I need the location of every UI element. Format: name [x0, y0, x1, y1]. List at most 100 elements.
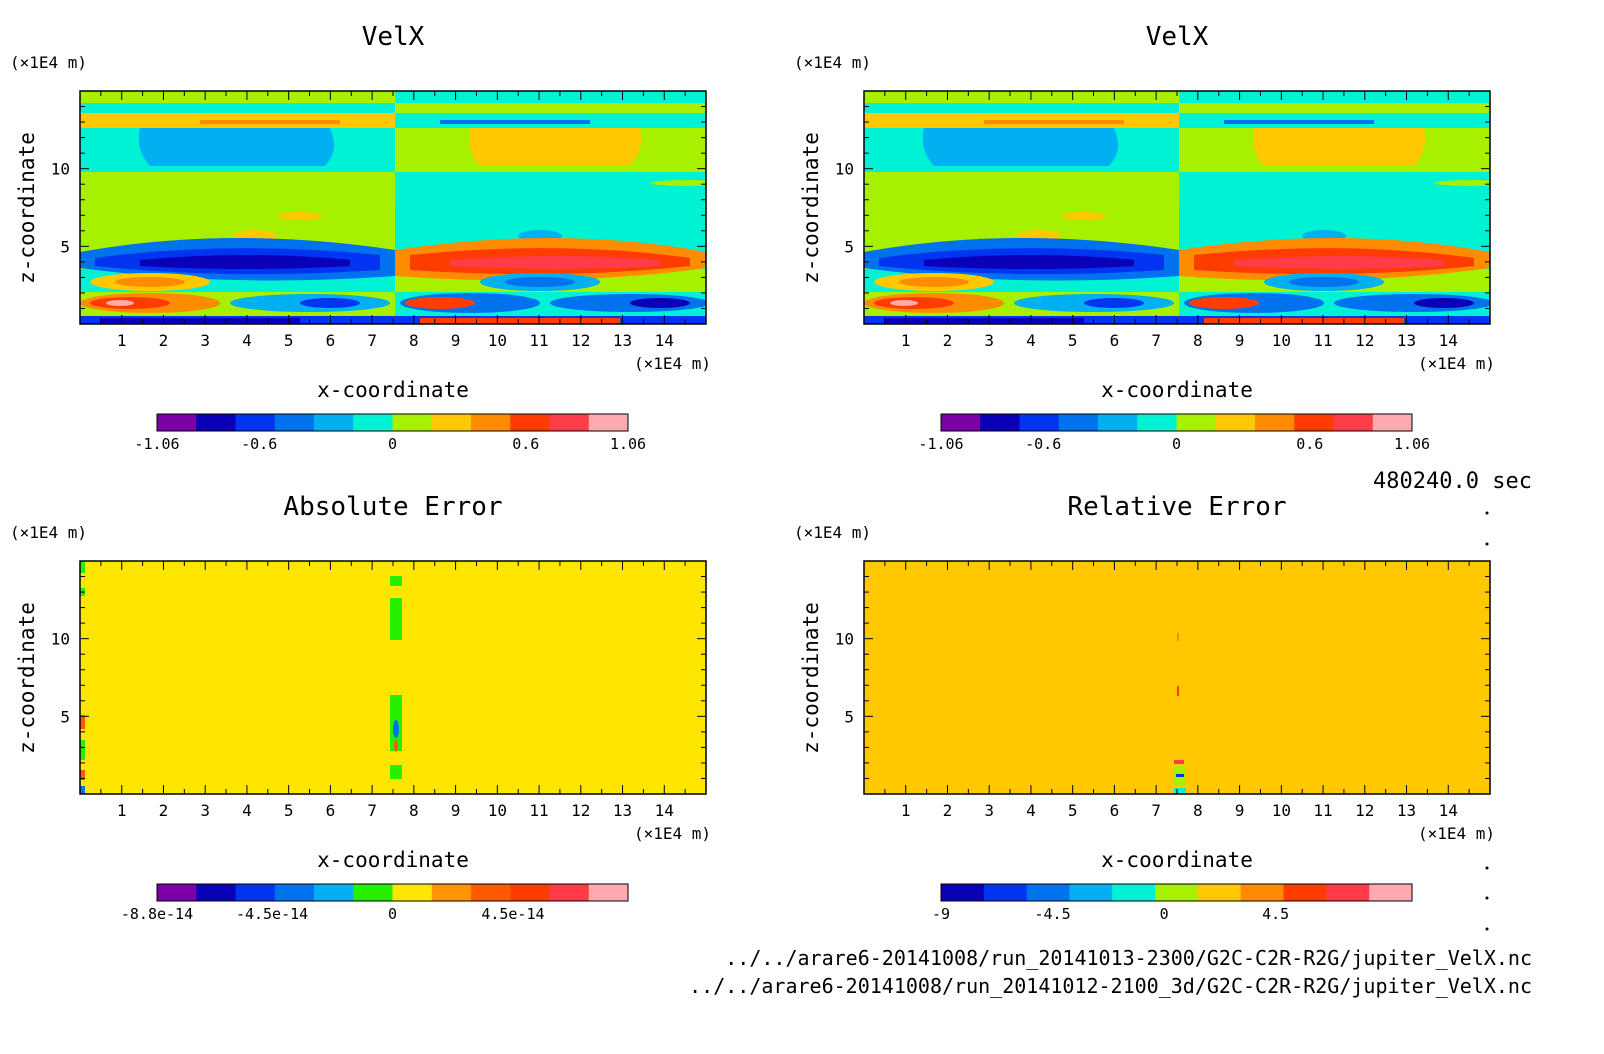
colorbar-tick-label: 4.5 — [1262, 905, 1289, 923]
x-tick-label: 7 — [1151, 331, 1161, 350]
y-tick-label: 5 — [844, 707, 854, 726]
y-tick-label: 10 — [51, 630, 70, 649]
colorbar-frame — [940, 413, 1413, 432]
x-tick-label: 11 — [529, 331, 548, 350]
x-tick-label: 5 — [284, 801, 294, 820]
colorbar-tick-label: -1.06 — [134, 435, 179, 453]
colorbar-tick-label: 4.5e-14 — [481, 905, 544, 923]
colorbar-tick-label: 1.06 — [1394, 435, 1430, 453]
colorbar: -9 -4.5 0 4.5 — [932, 883, 1413, 923]
colorbar-frame — [156, 883, 629, 902]
x-tick-label: 6 — [1110, 331, 1120, 350]
colorbar-swatch — [510, 884, 550, 901]
x-axis-label: x-coordinate — [317, 848, 469, 872]
y-unit-label: (×1E4 m) — [10, 523, 87, 542]
colorbar-swatch — [1112, 884, 1156, 901]
colorbar-swatch — [274, 414, 315, 431]
colorbar-swatch — [471, 414, 511, 431]
x-tick-label: 4 — [1026, 801, 1036, 820]
x-tick-label: 3 — [200, 801, 210, 820]
chart-velx-2: VelX(×1E4 m)(×1E4 m)1 2 3 4 5 6 7 8 9 10 11 12 13 145… — [794, 22, 1495, 453]
y-unit-label: (×1E4 m) — [794, 523, 871, 542]
x-tick-label: 11 — [529, 801, 548, 820]
colorbar-swatch — [980, 414, 1020, 431]
x-unit-label: (×1E4 m) — [1418, 824, 1495, 843]
colorbar-tick-label: -1.06 — [918, 435, 963, 453]
y-tick-label: 10 — [51, 160, 70, 179]
colorbar-frame — [940, 883, 1413, 902]
x-tick-label: 4 — [1026, 331, 1036, 350]
y-tick-label: 10 — [835, 160, 854, 179]
x-tick-label: 13 — [613, 801, 632, 820]
colorbar-swatch — [1069, 884, 1113, 901]
colorbar-swatch — [1026, 884, 1070, 901]
x-unit-label: (×1E4 m) — [634, 824, 711, 843]
x-tick-label: 12 — [571, 801, 590, 820]
colorbar-swatch — [1369, 884, 1413, 901]
y-unit-label: (×1E4 m) — [794, 53, 871, 72]
colorbar-swatch — [1137, 414, 1177, 431]
colorbar-swatch — [196, 414, 236, 431]
x-tick-label: 11 — [1313, 331, 1332, 350]
x-tick-label: 2 — [943, 801, 953, 820]
y-tick-label: 10 — [835, 630, 854, 649]
x-axis-label: x-coordinate — [317, 378, 469, 402]
x-tick-label: 13 — [613, 331, 632, 350]
colorbar-swatch — [941, 884, 985, 901]
colorbar-tick-label: 0 — [1172, 435, 1181, 453]
x-tick-label: 12 — [1355, 331, 1374, 350]
colorbar-tick-label: -0.6 — [1025, 435, 1061, 453]
x-tick-label: 8 — [1193, 801, 1203, 820]
x-tick-label: 13 — [1397, 801, 1416, 820]
x-tick-label: 1 — [901, 331, 911, 350]
x-tick-label: 9 — [1235, 331, 1245, 350]
x-tick-label: 9 — [451, 801, 461, 820]
colorbar-tick-label: -9 — [932, 905, 950, 923]
colorbar-tick-label: -4.5e-14 — [236, 905, 308, 923]
y-tick-label: 5 — [60, 707, 70, 726]
x-tick-label: 10 — [1272, 801, 1291, 820]
x-tick-label: 2 — [159, 331, 169, 350]
colorbar-swatch — [1333, 414, 1374, 431]
x-tick-label: 9 — [1235, 801, 1245, 820]
colorbar: -8.8e-14 -4.5e-14 0 4.5e-14 — [121, 883, 629, 923]
colorbar-tick-label: -4.5 — [1034, 905, 1070, 923]
y-axis-label: z-coordinate — [15, 602, 39, 754]
colorbar-swatch — [549, 414, 590, 431]
x-tick-label: 3 — [200, 331, 210, 350]
colorbar-swatch — [431, 414, 472, 431]
x-tick-label: 11 — [1313, 801, 1332, 820]
x-tick-label: 14 — [655, 801, 674, 820]
colorbar-tick-label: 1.06 — [610, 435, 646, 453]
file-path-2: ../../arare6-20141008/run_20141012-2100_… — [689, 974, 1532, 998]
colorbar-swatch — [1019, 414, 1060, 431]
colorbar-tick-label: -0.6 — [241, 435, 277, 453]
margin-dot — [1485, 542, 1489, 546]
colorbar: -1.06 -0.6 0 0.6 1.06 — [134, 413, 646, 453]
colorbar-swatch — [941, 414, 981, 431]
y-tick-label: 5 — [844, 237, 854, 256]
y-tick-label: 5 — [60, 237, 70, 256]
colorbar-swatch — [549, 884, 590, 901]
x-tick-label: 7 — [1151, 801, 1161, 820]
colorbar-swatch — [157, 884, 197, 901]
x-unit-label: (×1E4 m) — [1418, 354, 1495, 373]
colorbar-swatch — [353, 884, 393, 901]
x-tick-label: 10 — [488, 801, 507, 820]
x-tick-label: 4 — [242, 801, 252, 820]
chart-title: VelX — [362, 22, 425, 52]
x-tick-label: 2 — [159, 801, 169, 820]
colorbar-tick-label: 0.6 — [512, 435, 539, 453]
chart-rel-error: Relative Error(×1E4 m)(×1E4 m)1 2 3 4 5 6 7 8 9 1… — [794, 492, 1495, 923]
chart-title: Absolute Error — [283, 492, 502, 522]
x-tick-label: 14 — [1439, 331, 1458, 350]
colorbar-swatch — [235, 414, 276, 431]
x-tick-label: 10 — [488, 331, 507, 350]
x-tick-label: 12 — [1355, 801, 1374, 820]
colorbar: -1.06 -0.6 0 0.6 1.06 — [918, 413, 1430, 453]
colorbar-tick-label: 0 — [388, 435, 397, 453]
x-tick-label: 8 — [409, 331, 419, 350]
x-tick-label: 1 — [117, 331, 127, 350]
x-tick-label: 3 — [984, 801, 994, 820]
x-tick-label: 5 — [1068, 331, 1078, 350]
